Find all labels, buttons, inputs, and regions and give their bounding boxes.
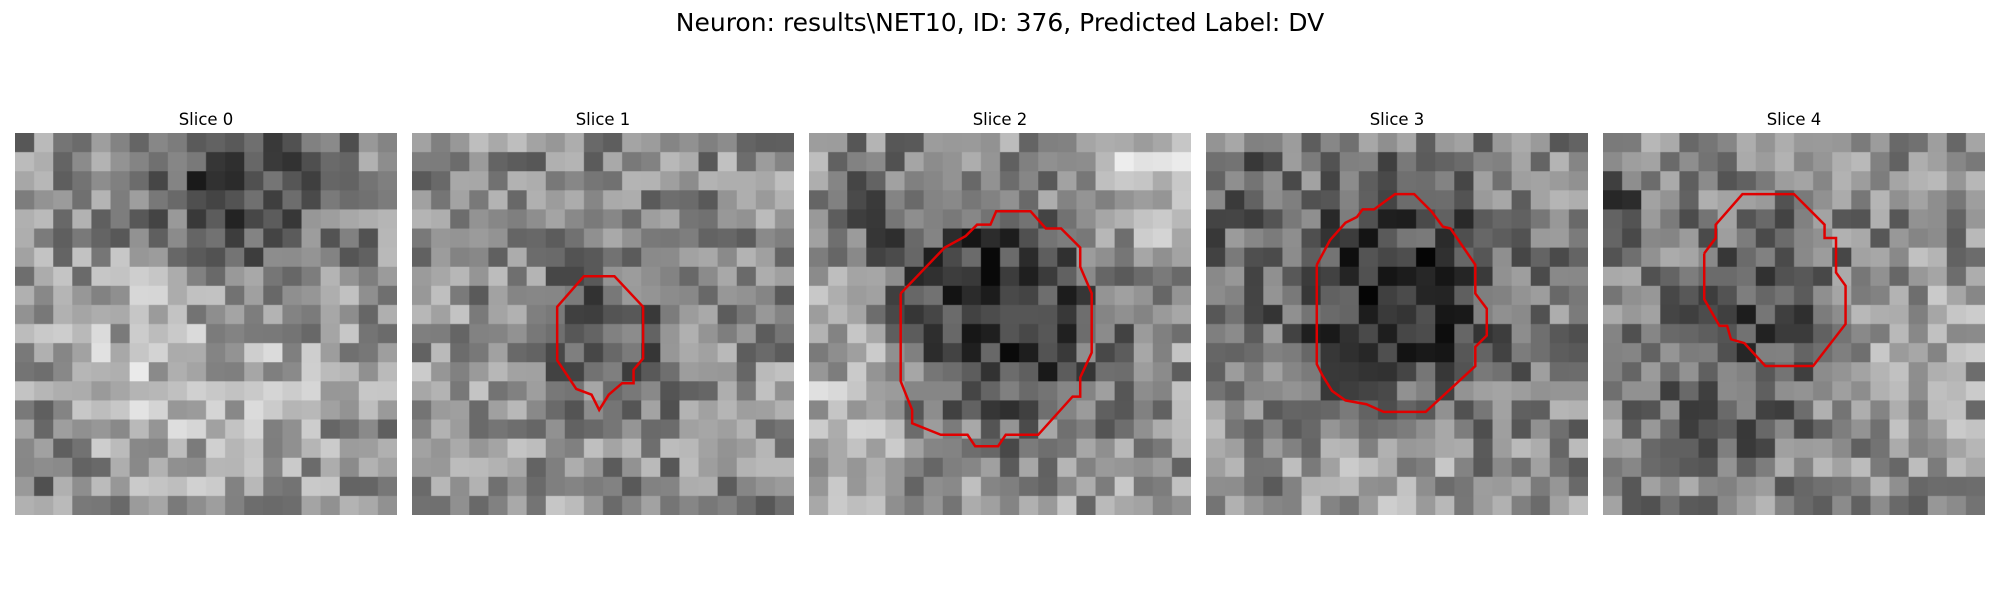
slice-panel-4: Slice 4 [1603, 110, 1985, 520]
slice-image [412, 133, 794, 515]
figure-title: Neuron: results\NET10, ID: 376, Predicte… [675, 8, 1325, 37]
slice-title: Slice 3 [1369, 110, 1425, 129]
slice-title: Slice 0 [178, 110, 234, 129]
slice-title: Slice 2 [972, 110, 1028, 129]
contour-overlay [809, 133, 1191, 515]
contour-overlay [15, 133, 397, 515]
contour-overlay [1603, 133, 1985, 515]
roi-contour [1704, 194, 1845, 366]
contour-overlay [1206, 133, 1588, 515]
roi-contour [901, 211, 1092, 446]
slice-title: Slice 1 [575, 110, 631, 129]
slice-title: Slice 4 [1766, 110, 1822, 129]
contour-overlay [412, 133, 794, 515]
slice-panel-0: Slice 0 [15, 110, 397, 520]
slice-panel-3: Slice 3 [1206, 110, 1588, 520]
roi-contour [1317, 194, 1487, 412]
slice-image [809, 133, 1191, 515]
roi-contour [557, 276, 643, 410]
slice-image [15, 133, 397, 515]
slice-image [1206, 133, 1588, 515]
slice-image [1603, 133, 1985, 515]
slice-panel-2: Slice 2 [809, 110, 1191, 520]
slice-panel-1: Slice 1 [412, 110, 794, 520]
